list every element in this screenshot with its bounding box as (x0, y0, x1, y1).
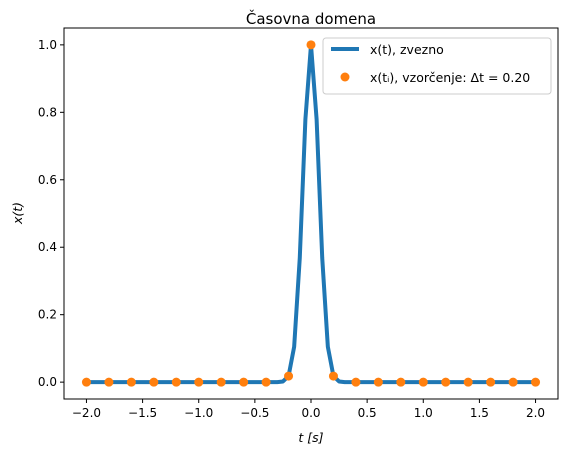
legend: x(t), zvezno x(tᵢ), vzorčenje: Δt = 0.20 (322, 37, 552, 95)
sample-point (239, 377, 249, 387)
sample-point (396, 377, 406, 387)
legend-marker-swatch (340, 72, 350, 82)
y-tick-label: 0.8 (38, 105, 57, 119)
legend-label-sampled: x(tᵢ), vzorčenje: Δt = 0.20 (370, 70, 530, 85)
x-tick-label: 0.5 (358, 406, 377, 420)
y-tick-label: 0.2 (38, 308, 57, 322)
x-axis-label: t [s] (298, 430, 323, 445)
x-tick-label: −1.0 (184, 406, 213, 420)
sample-point (171, 377, 181, 387)
series-layer (81, 40, 541, 387)
sample-point (418, 377, 428, 387)
y-tick-label: 0.0 (38, 375, 57, 389)
x-tick-label: −1.5 (128, 406, 157, 420)
legend-label-continuous: x(t), zvezno (370, 42, 444, 57)
x-tick-label: 0.0 (301, 406, 320, 420)
y-axis: 0.0 0.2 0.4 0.6 0.8 1.0 (38, 38, 64, 389)
sample-point (149, 377, 159, 387)
sample-point (531, 377, 541, 387)
x-tick-label: −2.0 (72, 406, 101, 420)
sample-point (306, 40, 316, 50)
sample-point (486, 377, 496, 387)
x-tick-label: 2.0 (526, 406, 545, 420)
x-tick-label: 1.0 (414, 406, 433, 420)
y-axis-label: x(t) (10, 202, 25, 225)
sample-point (328, 371, 338, 381)
sample-point (126, 377, 136, 387)
sample-point (284, 371, 294, 381)
y-tick-label: 1.0 (38, 38, 57, 52)
y-tick-label: 0.4 (38, 240, 57, 254)
sample-point (441, 377, 451, 387)
x-tick-label: −0.5 (240, 406, 269, 420)
y-tick-label: 0.6 (38, 173, 57, 187)
sample-point (216, 377, 226, 387)
legend-box (322, 37, 552, 95)
chart-title: Časovna domena (246, 9, 376, 28)
sample-point (463, 377, 473, 387)
sample-point (81, 377, 91, 387)
sample-point (194, 377, 204, 387)
plot-area (63, 27, 559, 400)
x-axis: −2.0 −1.5 −1.0 −0.5 0.0 0.5 1.0 1.5 2.0 (72, 399, 545, 420)
sample-point (508, 377, 518, 387)
x-tick-label: 1.5 (470, 406, 489, 420)
sample-point (261, 377, 271, 387)
sample-point (104, 377, 114, 387)
sample-point (351, 377, 361, 387)
sample-point (373, 377, 383, 387)
